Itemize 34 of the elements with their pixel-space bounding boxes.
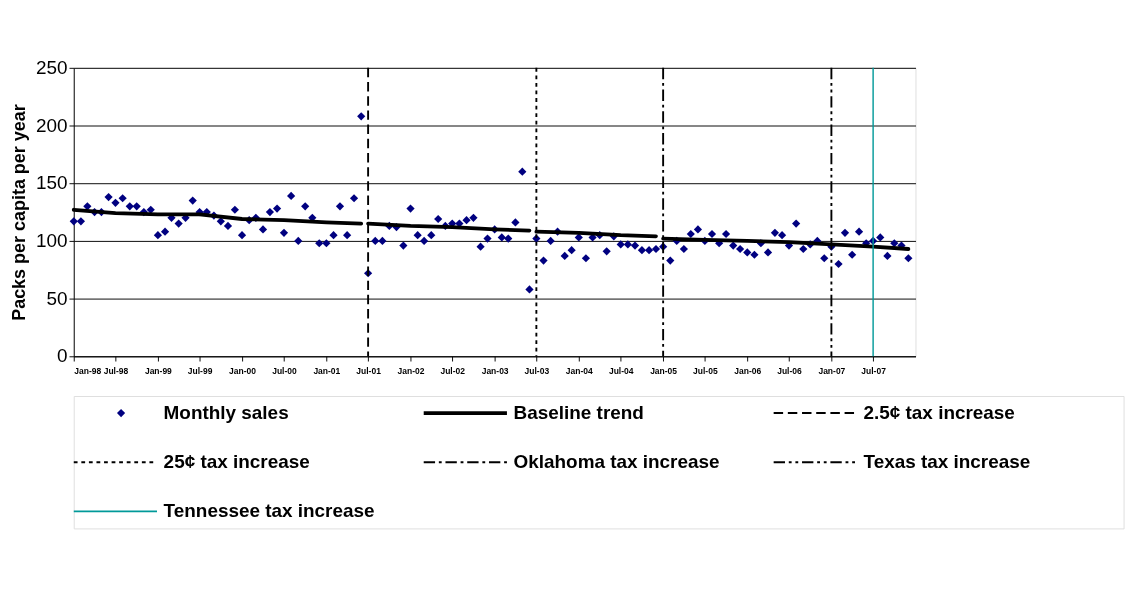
y-axis-title: Packs per capita per year	[8, 104, 29, 321]
x-tick-label: Jul-05	[693, 365, 718, 376]
x-tick-label: Jul-07	[861, 365, 887, 376]
x-tick-label: Jan-01	[313, 365, 341, 376]
x-tick-label: Jan-03	[481, 365, 509, 376]
x-tick-label: Jul-99	[187, 365, 213, 376]
legend-label: Texas tax increase	[863, 450, 1031, 472]
x-tick-label: Jul-06	[777, 365, 803, 376]
legend-label: 2.5¢ tax increase	[863, 401, 1015, 423]
x-tick-label: Jul-03	[524, 365, 550, 376]
x-tick-label: Jan-07	[818, 365, 846, 376]
x-tick-label: Jan-99	[144, 365, 173, 376]
y-tick-label: 250	[36, 56, 68, 78]
y-tick-label: 0	[57, 345, 68, 367]
x-tick-label: Jan-06	[734, 365, 762, 376]
x-tick-label: Jul-98	[103, 365, 129, 376]
x-tick-label: Jan-00	[229, 365, 257, 376]
x-tick-label: Jul-01	[356, 365, 382, 376]
x-tick-label: Jul-02	[440, 365, 466, 376]
legend-label: Monthly sales	[163, 401, 289, 423]
x-tick-label: Jan-04	[565, 365, 593, 376]
legend-label: Tennessee tax increase	[163, 500, 375, 522]
x-tick-label: Jan-05	[650, 365, 678, 376]
legend-label: Baseline trend	[513, 401, 644, 423]
x-tick-label: Jan-02	[397, 365, 425, 376]
x-tick-label: Jul-00	[272, 365, 297, 376]
x-tick-label: Jan-98	[74, 365, 102, 376]
y-tick-label: 200	[36, 114, 68, 136]
legend-label: Oklahoma tax increase	[513, 450, 720, 472]
legend-label: 25¢ tax increase	[163, 450, 310, 472]
x-tick-label: Jul-04	[608, 365, 634, 376]
y-tick-label: 100	[36, 230, 68, 252]
y-tick-label: 50	[46, 287, 68, 309]
y-tick-label: 150	[36, 172, 68, 194]
